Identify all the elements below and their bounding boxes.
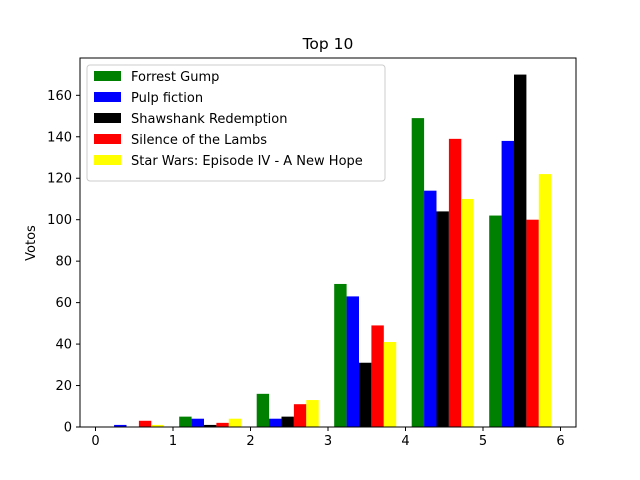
bar-1-4: [411, 118, 425, 427]
legend-label: Forrest Gump: [131, 70, 219, 85]
bar-1-5: [489, 215, 502, 427]
legend-swatch: [94, 134, 121, 144]
chart-title: Top 10: [302, 35, 354, 53]
y-tick-label: 80: [55, 255, 72, 270]
bar-4-1: [216, 422, 229, 427]
x-tick-label: 0: [91, 434, 99, 449]
bar-4-0: [138, 420, 152, 427]
x-tick-label: 2: [246, 434, 254, 449]
bar-5-4: [461, 198, 474, 427]
bar-3-2: [281, 416, 294, 427]
bar-2-4: [424, 190, 437, 427]
bar-1-3: [334, 283, 347, 427]
x-tick-label: 4: [401, 434, 409, 449]
y-tick-label: 120: [47, 172, 72, 187]
legend-swatch: [94, 155, 121, 165]
bar-4-5: [526, 219, 539, 427]
y-tick-label: 0: [64, 421, 72, 436]
bar-3-3: [359, 362, 372, 427]
bar-3-1: [204, 424, 217, 427]
bar-4-3: [371, 325, 384, 427]
bar-3-4: [436, 211, 449, 427]
bar-2-0: [114, 424, 127, 427]
y-axis-label: Votos: [24, 225, 39, 261]
y-tick-label: 140: [47, 130, 72, 145]
x-tick-label: 5: [479, 434, 487, 449]
bar-2-3: [346, 296, 359, 427]
bar-2-2: [269, 418, 282, 427]
legend-label: Silence of the Lambs: [131, 133, 267, 148]
bar-1-2: [256, 393, 270, 427]
bar-2-5: [501, 140, 514, 428]
x-tick-label: 1: [169, 434, 177, 449]
bar-2-1: [191, 418, 204, 427]
y-tick-label: 100: [47, 213, 72, 228]
y-tick-label: 160: [47, 89, 72, 104]
bars: [114, 74, 552, 428]
legend-label: Shawshank Redemption: [131, 112, 287, 127]
bar-5-5: [538, 174, 552, 427]
bar-5-0: [151, 424, 164, 427]
bar-5-3: [383, 342, 397, 427]
y-tick-label: 20: [55, 379, 72, 394]
legend-swatch: [94, 113, 121, 123]
y-tick-label: 40: [55, 338, 72, 353]
y-axis-ticks: 0 20 40 60 80 100 120 140 160: [47, 89, 80, 436]
legend-swatch: [94, 92, 121, 102]
x-tick-label: 6: [556, 434, 564, 449]
bar-3-5: [514, 74, 527, 428]
bar-1-1: [179, 416, 192, 427]
legend-label: Star Wars: Episode IV - A New Hope: [131, 154, 363, 169]
legend-box: [86, 64, 386, 182]
bar-5-1: [228, 418, 242, 427]
x-tick-label: 3: [324, 434, 332, 449]
legend-swatch: [94, 71, 121, 81]
y-tick-label: 60: [55, 296, 72, 311]
bar-5-2: [306, 400, 319, 427]
x-axis-ticks: 0 1 2 3 4 5 6: [91, 427, 565, 449]
legend-label: Pulp fiction: [131, 91, 203, 106]
bar-4-4: [448, 138, 462, 427]
bar-4-2: [293, 404, 307, 427]
legend: Forrest Gump Pulp fiction Shawshank Redemp…: [86, 64, 386, 182]
